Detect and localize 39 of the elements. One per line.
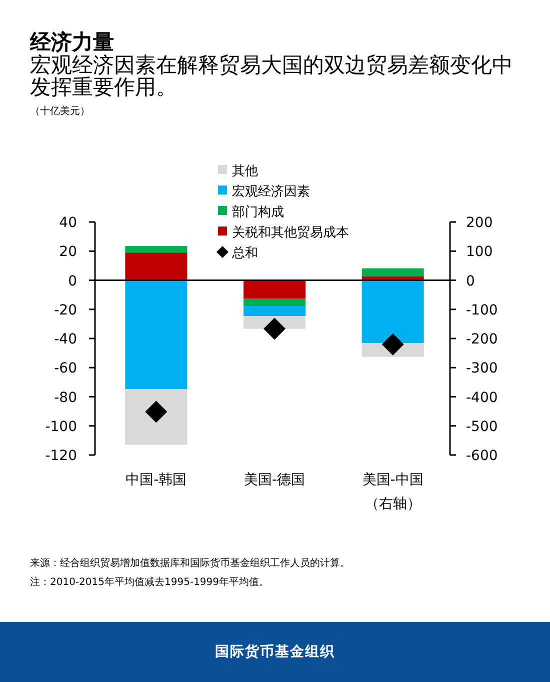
y-tick-label: 0 [68, 273, 77, 290]
y-tick-label: 40 [59, 215, 77, 231]
y2-tick-label: 200 [466, 215, 493, 231]
y2-tick-label: -500 [466, 418, 498, 435]
chart-title: 经济力量 [30, 29, 114, 54]
x-tick-label: 美国-德国 [242, 471, 306, 490]
text: （十亿美元） [30, 104, 90, 118]
y2-tick-label: 0 [466, 273, 475, 290]
bar [244, 280, 306, 299]
bar [125, 280, 188, 390]
x-tick-label: 美国-中国（右轴） [361, 471, 424, 514]
legend-label: 宏观经济因素 [232, 184, 310, 200]
y2-tick-label: -400 [466, 390, 498, 406]
text: 注：2010-2015年平均值减去1995-1999年平均值。 [30, 576, 270, 590]
text: 国际货币基金组织 [0, 622, 550, 682]
legend-label: 关税和其他贸易成本 [232, 226, 349, 240]
y-tick-label: -120 [45, 448, 77, 464]
y-tick-label: -100 [45, 418, 77, 435]
y2-tick-label: -300 [466, 360, 498, 377]
legend-label: 其他 [232, 164, 258, 179]
y-tick-label: 20 [59, 244, 77, 260]
bar [125, 252, 188, 280]
y-tick-label: -80 [54, 390, 77, 406]
bar [125, 246, 188, 253]
y2-tick-label: -200 [466, 332, 498, 348]
y-tick-label: -20 [54, 302, 77, 318]
y2-tick-label: -600 [466, 448, 498, 464]
y2-tick-label: 100 [466, 244, 493, 260]
bar [125, 389, 188, 445]
legend-label: 总和 [231, 246, 258, 261]
y2-tick-label: -100 [466, 302, 498, 318]
bar [244, 298, 306, 306]
source-note: 来源：经合组织贸易增加值数据库和国际货币基金组织工作人员的计算。 [30, 556, 350, 571]
y-tick-label: -40 [54, 332, 77, 348]
y-tick-label: -60 [54, 360, 77, 377]
x-tick-label: 中国-韩国 [124, 471, 188, 490]
bar [244, 306, 306, 316]
legend-label: 部门构成 [232, 204, 284, 220]
chart-subtitle: 宏观经济因素在解释贸易大国的双边贸易差额变化中发挥重要作用。 [30, 53, 514, 99]
